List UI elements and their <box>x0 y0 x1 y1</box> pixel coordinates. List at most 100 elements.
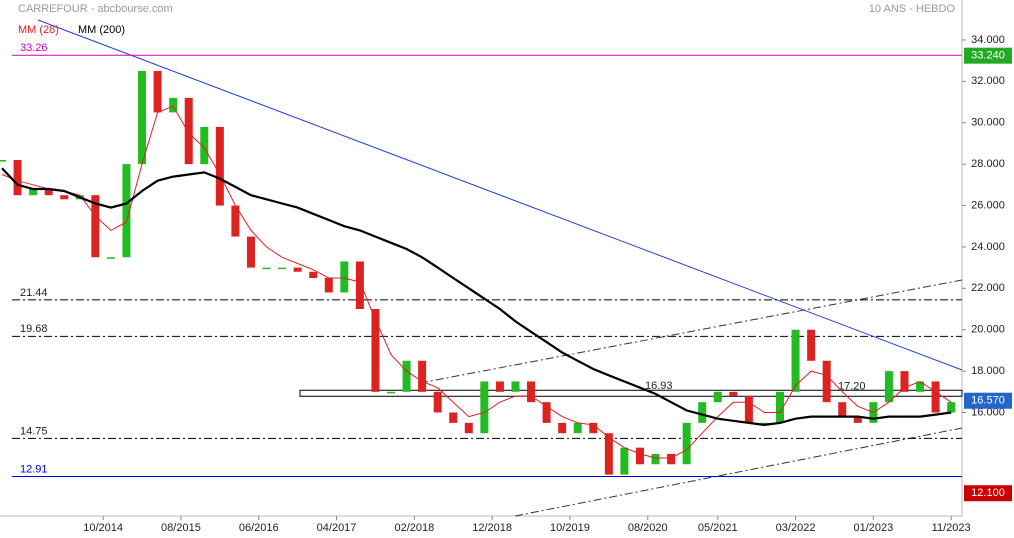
price-candle <box>853 416 862 423</box>
x-tick-label: 03/2022 <box>776 522 816 534</box>
price-candle <box>729 391 738 396</box>
x-tick-label: 04/2017 <box>317 522 357 534</box>
price-candle <box>262 267 271 270</box>
price-candle <box>744 395 753 423</box>
price-candle <box>822 360 831 403</box>
level-box <box>299 389 963 397</box>
price-marker-label: 12.100 <box>971 487 1005 499</box>
price-candle <box>13 159 22 196</box>
x-tick-label: 02/2018 <box>394 522 434 534</box>
y-tick-label: 22.000 <box>971 282 1005 294</box>
x-tick-label: 10/2014 <box>83 522 123 534</box>
price-candle <box>278 267 287 270</box>
price-candle <box>231 205 240 237</box>
price-candle <box>542 402 551 423</box>
price-marker <box>964 392 1012 409</box>
price-candle <box>91 195 100 258</box>
price-candle <box>122 164 131 258</box>
price-candle <box>464 422 473 434</box>
price-candle <box>387 391 395 394</box>
price-marker-label: 16.570 <box>971 395 1005 407</box>
price-candle <box>200 126 209 165</box>
legend-entry: MM (28) <box>18 24 59 36</box>
price-candle <box>293 267 302 272</box>
price-candle <box>916 381 925 392</box>
x-tick-label: 08/2015 <box>161 522 201 534</box>
x-tick-label: 08/2020 <box>628 522 668 534</box>
price-candle <box>635 447 644 465</box>
y-tick-label: 18.000 <box>971 365 1005 377</box>
price-candle <box>604 433 613 475</box>
price-candle <box>776 391 784 423</box>
chart-subtitle: 10 ANS - HEBDO <box>869 3 956 15</box>
price-candle <box>807 329 816 361</box>
level-label: 14.75 <box>20 425 48 437</box>
y-tick-label: 26.000 <box>971 199 1005 211</box>
price-candle <box>760 422 769 425</box>
y-tick-label: 32.000 <box>971 75 1005 87</box>
y-tick-label: 20.000 <box>971 324 1005 336</box>
price-candle <box>838 402 847 417</box>
level-label: 21.44 <box>20 287 48 299</box>
y-tick-label: 28.000 <box>971 158 1005 170</box>
channel-line <box>514 427 963 517</box>
price-candle <box>791 329 800 392</box>
price-marker <box>964 47 1012 64</box>
level-label: 12.91 <box>20 463 48 475</box>
price-candle <box>698 402 707 423</box>
price-candle <box>371 309 380 392</box>
price-candle <box>947 402 956 413</box>
price-candle <box>60 195 69 200</box>
price-candle <box>884 371 893 403</box>
price-candle <box>153 70 162 113</box>
price-candle <box>931 381 940 413</box>
price-candle <box>620 447 629 475</box>
x-tick-label: 11/2023 <box>932 522 971 534</box>
chart-title: CARREFOUR - abcbourse.com <box>18 3 173 15</box>
price-candle <box>527 381 536 403</box>
price-candle <box>900 371 909 392</box>
y-tick-label: 24.000 <box>971 241 1005 253</box>
price-candle <box>215 126 224 206</box>
price-candle <box>340 261 349 293</box>
x-tick-label: 05/2021 <box>698 522 738 534</box>
price-candle <box>511 381 520 392</box>
price-candle <box>246 236 255 268</box>
price-candle <box>138 70 147 165</box>
x-tick-label: 10/2019 <box>550 522 590 534</box>
x-tick-label: 01/2023 <box>853 522 893 534</box>
price-candle <box>449 412 458 423</box>
price-candle <box>0 159 6 162</box>
price-candle <box>573 422 582 434</box>
price-marker-label: 33.240 <box>971 50 1005 62</box>
price-candle <box>106 257 115 259</box>
price-candle <box>309 271 318 278</box>
x-tick-label: 06/2016 <box>239 522 279 534</box>
price-candle <box>589 422 598 434</box>
trend-line <box>37 19 963 371</box>
price-candle <box>495 381 504 392</box>
level-label: 33.26 <box>20 42 48 54</box>
annotation: 16.93 <box>645 380 673 392</box>
price-candle <box>713 391 722 403</box>
price-candle <box>480 381 489 434</box>
price-candle <box>667 453 676 465</box>
price-candle <box>558 422 567 434</box>
price-candle <box>324 277 333 293</box>
level-label: 19.68 <box>20 323 48 335</box>
price-candle <box>433 391 442 413</box>
legend-entry: MM (200) <box>78 24 125 36</box>
price-candle <box>682 422 691 465</box>
price-candle <box>29 188 38 196</box>
y-tick-label: 34.000 <box>971 34 1005 46</box>
price-candle <box>355 261 364 310</box>
annotation: 17.20 <box>838 381 866 393</box>
price-candle <box>184 97 193 165</box>
y-tick-label: 16.000 <box>971 406 1005 418</box>
channel-line <box>419 279 963 384</box>
price-marker <box>964 485 1012 502</box>
price-candle <box>402 360 411 392</box>
price-candle <box>651 453 660 465</box>
